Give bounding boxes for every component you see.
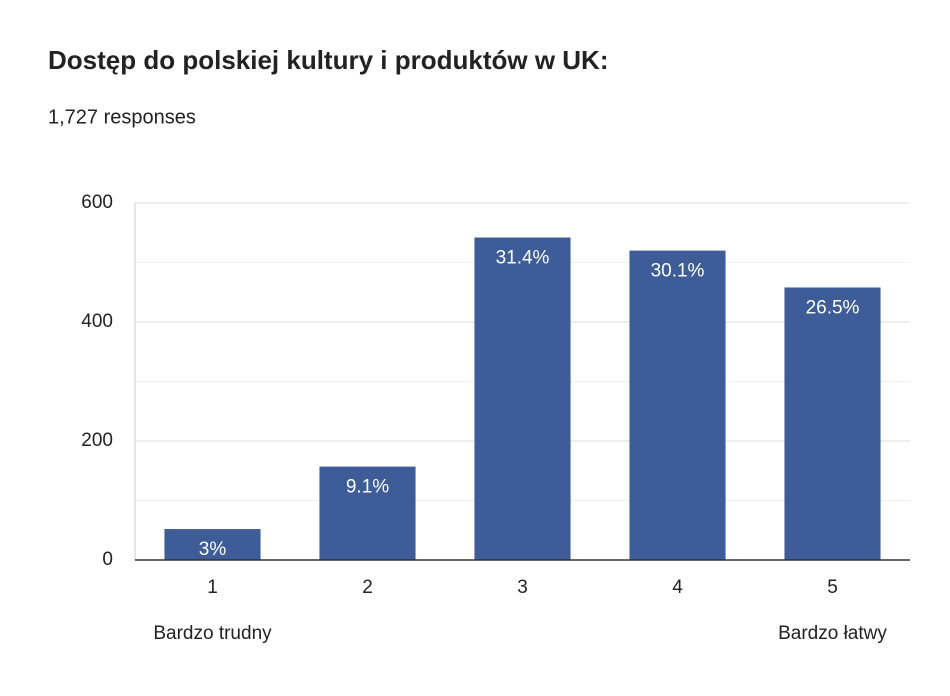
chart-subtitle: 1,727 responses — [48, 106, 196, 128]
bar — [784, 287, 881, 560]
x-tick-label: 4 — [672, 577, 683, 598]
y-tick-label: 600 — [81, 192, 113, 213]
y-tick-label: 0 — [102, 549, 113, 570]
bar — [319, 466, 416, 560]
y-tick-label: 400 — [81, 311, 113, 332]
data-label: 9.1% — [346, 477, 389, 498]
data-label: 26.5% — [806, 298, 860, 319]
bar — [474, 237, 571, 560]
data-label: 31.4% — [496, 248, 550, 269]
bar — [164, 529, 261, 560]
y-tick-label: 200 — [81, 430, 113, 451]
x-tick-label: 3 — [517, 577, 528, 598]
x-tick-label: 1 — [207, 577, 218, 598]
x-end-label: Bardzo łatwy — [778, 623, 887, 644]
data-label: 30.1% — [651, 261, 705, 282]
chart-title: Dostęp do polskiej kultury i produktów w… — [48, 45, 608, 75]
x-tick-label: 5 — [827, 577, 838, 598]
x-end-label: Bardzo trudny — [153, 623, 272, 644]
x-tick-label: 2 — [362, 577, 373, 598]
data-label: 3% — [199, 539, 227, 560]
bar — [629, 250, 726, 560]
